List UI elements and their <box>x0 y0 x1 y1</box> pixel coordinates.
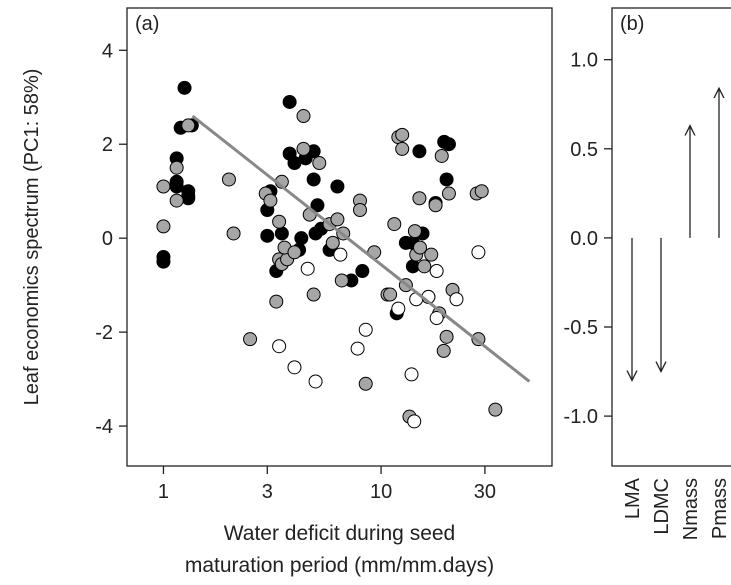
point <box>407 414 422 429</box>
point <box>436 343 451 358</box>
point <box>169 160 184 175</box>
point <box>181 118 196 133</box>
y-tick-label: 2 <box>102 134 113 156</box>
point <box>330 179 345 194</box>
point <box>387 217 402 232</box>
point <box>439 172 454 187</box>
point <box>287 245 302 260</box>
point <box>429 264 444 279</box>
point <box>169 193 184 208</box>
point <box>474 184 489 199</box>
point <box>441 186 456 201</box>
point <box>417 259 432 274</box>
x-tick-label: 10 <box>370 481 392 503</box>
point <box>395 141 410 156</box>
point <box>181 191 196 206</box>
point <box>413 240 428 255</box>
point <box>282 94 297 109</box>
point <box>439 329 454 344</box>
point <box>471 245 486 260</box>
point <box>424 247 439 262</box>
point <box>358 376 373 391</box>
point <box>441 137 456 152</box>
y-axis-label: Leaf economics spectrum (PC1: 58%) <box>21 69 43 406</box>
y-tick-label: 4 <box>102 40 113 62</box>
point <box>330 212 345 227</box>
point <box>169 179 184 194</box>
point <box>306 287 321 302</box>
point <box>312 156 327 171</box>
point <box>272 214 287 229</box>
plot-frame <box>126 7 553 467</box>
y-tick-label: 0.0 <box>570 228 598 250</box>
point <box>287 360 302 375</box>
y-tick-label: -2 <box>95 322 113 344</box>
point <box>334 273 349 288</box>
category-label: LDMC <box>651 478 673 535</box>
point <box>300 261 315 276</box>
y-tick-label: -0.5 <box>564 317 598 339</box>
x-tick-label: 3 <box>262 481 273 503</box>
point <box>226 226 241 241</box>
point <box>395 127 410 142</box>
point <box>260 228 275 243</box>
point <box>404 367 419 382</box>
point <box>296 141 311 156</box>
y-tick-label: 0.5 <box>570 139 598 161</box>
panel-label: (a) <box>135 13 159 35</box>
point <box>412 191 427 206</box>
y-tick-label: 1.0 <box>570 50 598 72</box>
x-tick-label: 30 <box>474 481 496 503</box>
point <box>412 144 427 159</box>
panel-label: (b) <box>620 13 644 35</box>
point <box>391 301 406 316</box>
category-label: LMA <box>622 477 644 519</box>
y-tick-label: 0 <box>102 228 113 250</box>
point <box>333 247 348 262</box>
y-tick-label: -1.0 <box>564 406 598 428</box>
regression-line <box>191 114 531 383</box>
point <box>383 287 398 302</box>
point <box>274 226 289 241</box>
point <box>429 311 444 326</box>
plot-frame <box>611 7 731 467</box>
category-label: Pmass <box>709 478 731 539</box>
point <box>296 109 311 124</box>
point <box>156 179 171 194</box>
point <box>488 402 503 417</box>
point <box>434 148 449 163</box>
point <box>310 198 325 213</box>
point <box>308 374 323 389</box>
point <box>263 193 278 208</box>
point <box>325 235 340 250</box>
point <box>306 172 321 187</box>
point <box>272 339 287 354</box>
point <box>407 224 422 239</box>
point <box>355 264 370 279</box>
x-tick-label: 1 <box>158 481 169 503</box>
point <box>449 292 464 307</box>
point <box>156 249 171 264</box>
x-axis-label: maturation period (mm/mm.days) <box>185 554 494 577</box>
point <box>243 332 258 347</box>
point <box>350 341 365 356</box>
category-label: Nmass <box>680 478 702 540</box>
y-tick-label: -4 <box>95 416 113 438</box>
point <box>156 219 171 234</box>
point <box>221 172 236 187</box>
x-axis-label: Water deficit during seed <box>224 522 456 545</box>
point <box>294 231 309 246</box>
point <box>177 80 192 95</box>
point <box>358 322 373 337</box>
point <box>352 202 367 217</box>
point <box>428 198 443 213</box>
point <box>269 294 284 309</box>
